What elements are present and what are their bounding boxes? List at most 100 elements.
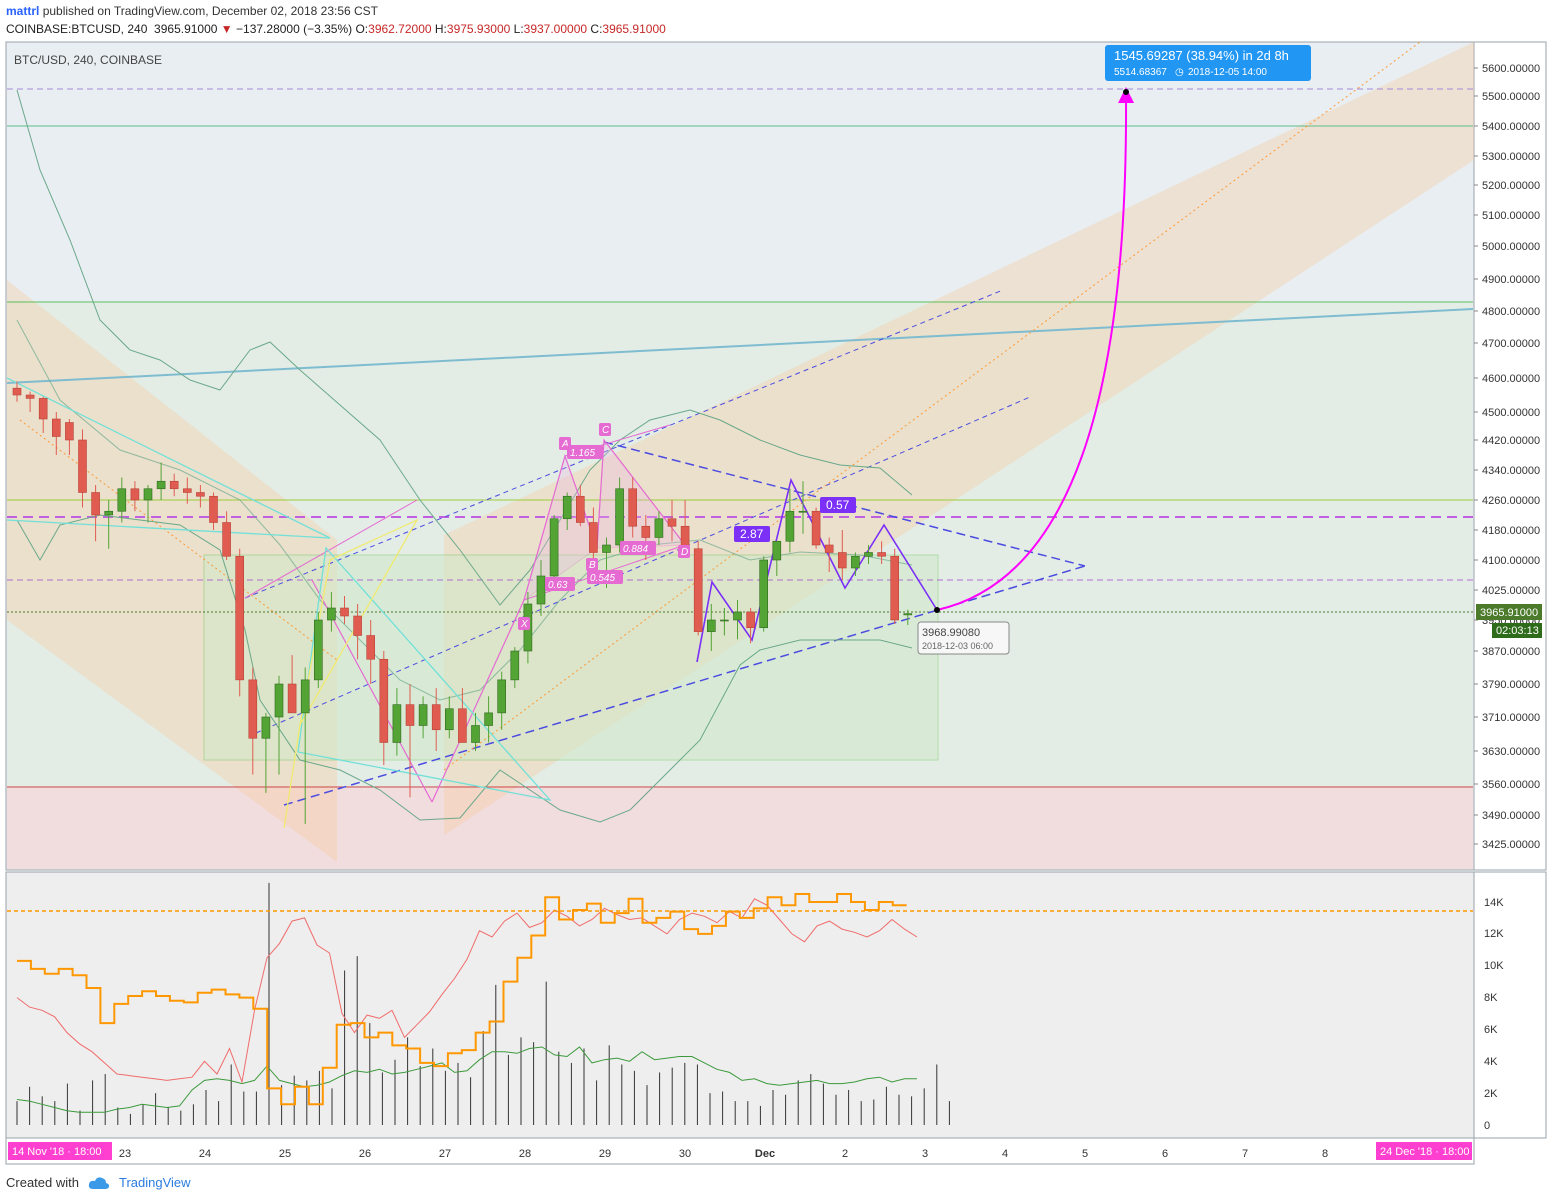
- candle-body[interactable]: [497, 679, 507, 714]
- candle-body[interactable]: [287, 683, 297, 714]
- tradingview-link[interactable]: TradingView: [118, 1175, 191, 1190]
- candle-body[interactable]: [589, 522, 598, 553]
- candle-body[interactable]: [104, 510, 113, 516]
- candle-body[interactable]: [366, 635, 376, 660]
- candle-body[interactable]: [471, 725, 480, 743]
- candle-body[interactable]: [313, 619, 323, 681]
- price-tick-label: 3490.00000: [1482, 810, 1540, 822]
- candle-body[interactable]: [837, 552, 847, 569]
- red-zone: [7, 788, 1473, 869]
- close-value: 3965.91000: [602, 22, 666, 36]
- cyan-pattern: [6, 377, 331, 539]
- candle-body[interactable]: [772, 540, 782, 561]
- candle-body[interactable]: [12, 387, 22, 396]
- candle-body[interactable]: [562, 495, 572, 520]
- candle-body[interactable]: [877, 552, 886, 557]
- range-end-badge: [1376, 1142, 1472, 1160]
- candle-body[interactable]: [65, 422, 74, 441]
- ratio-1: 1.165: [570, 448, 595, 459]
- candle-body[interactable]: [38, 398, 48, 420]
- candle-body[interactable]: [78, 439, 87, 493]
- candle-body[interactable]: [706, 619, 716, 632]
- cyan-pattern: [6, 519, 331, 539]
- candle-body[interactable]: [824, 544, 834, 553]
- author-link[interactable]: mattrl: [6, 4, 40, 18]
- candle-body[interactable]: [811, 510, 821, 546]
- candle-body[interactable]: [196, 492, 205, 497]
- projection-tooltip: [1105, 45, 1311, 81]
- candle-body[interactable]: [549, 518, 559, 577]
- candle-body[interactable]: [300, 679, 310, 714]
- candle-body[interactable]: [209, 495, 218, 523]
- candle-body[interactable]: [431, 704, 441, 731]
- candle-body[interactable]: [615, 488, 624, 546]
- candle-body[interactable]: [903, 613, 913, 616]
- candle-body[interactable]: [746, 611, 755, 629]
- candle-body[interactable]: [628, 488, 638, 527]
- triangle-upper: [603, 441, 1086, 567]
- candle-body[interactable]: [418, 704, 428, 726]
- candle-body[interactable]: [798, 510, 808, 513]
- candle-body[interactable]: [261, 716, 271, 739]
- candle-body[interactable]: [392, 704, 402, 743]
- candle-body[interactable]: [720, 619, 729, 622]
- candle-body[interactable]: [379, 658, 389, 743]
- candle-body[interactable]: [405, 704, 415, 726]
- candle-body[interactable]: [353, 615, 362, 636]
- range-start: 14 Nov '18 · 18:00: [12, 1146, 102, 1158]
- candle-body[interactable]: [785, 510, 795, 542]
- candle-body[interactable]: [733, 611, 742, 621]
- price-tick-label: 4025.00000: [1482, 585, 1540, 597]
- candle-body[interactable]: [575, 495, 585, 523]
- high-value: 3975.93000: [446, 22, 511, 36]
- candle-body[interactable]: [327, 607, 336, 621]
- price-tick-label: 3630.00000: [1482, 746, 1540, 758]
- candle-body[interactable]: [641, 525, 651, 538]
- candle-body[interactable]: [117, 488, 127, 512]
- candle-body[interactable]: [156, 480, 166, 490]
- time-tick-label: 29: [599, 1148, 611, 1160]
- candle-body[interactable]: [130, 488, 140, 501]
- candle-body[interactable]: [340, 607, 349, 617]
- candle-body[interactable]: [274, 683, 284, 718]
- candle-body[interactable]: [890, 555, 900, 621]
- candle-body[interactable]: [654, 518, 664, 538]
- candle-body[interactable]: [510, 650, 520, 681]
- candle-body[interactable]: [759, 559, 769, 629]
- projection-curve: [936, 87, 1135, 611]
- candle-body[interactable]: [222, 522, 231, 557]
- publish-info: published on TradingView.com, December 0…: [42, 4, 379, 18]
- candle-body[interactable]: [51, 418, 61, 437]
- candle-body[interactable]: [458, 708, 467, 743]
- candle-body[interactable]: [602, 544, 611, 553]
- price-tick-label: 3560.00000: [1482, 779, 1540, 791]
- candle-body[interactable]: [693, 548, 703, 632]
- candle-body[interactable]: [864, 552, 873, 557]
- candle-body[interactable]: [667, 518, 677, 527]
- candle-body[interactable]: [536, 575, 546, 605]
- volume-ticks: 14K 12K 10K 8K 6K 4K 2K 0: [1484, 897, 1504, 1132]
- candle-body[interactable]: [25, 394, 35, 399]
- volume-bars: [16, 882, 950, 1125]
- candle-body[interactable]: [183, 488, 192, 493]
- price-tick-label: 4900.00000: [1482, 274, 1540, 286]
- time-ticks: 23 24 25 26 27 28 29 30 Dec 2 3 4 5 6 7 8: [119, 1148, 1328, 1160]
- price-tick-label: 5500.00000: [1482, 91, 1540, 103]
- projection-label: 1545.69287 (38.94%) in 2d 8h: [1114, 48, 1289, 63]
- price-axis[interactable]: [1473, 41, 1547, 871]
- time-axis[interactable]: [5, 1137, 1475, 1165]
- candle-body[interactable]: [484, 712, 493, 726]
- price-tick-label: 4800.00000: [1482, 306, 1540, 318]
- price-tick-label: 5300.00000: [1482, 151, 1540, 163]
- candle-body[interactable]: [143, 488, 153, 501]
- candle-body[interactable]: [235, 555, 244, 681]
- candles-group[interactable]: [12, 381, 913, 824]
- candle-body[interactable]: [248, 679, 258, 739]
- time-tick-label: 24: [199, 1148, 211, 1160]
- candle-body[interactable]: [169, 480, 179, 490]
- volume-axis[interactable]: [1473, 871, 1547, 1139]
- candle-body[interactable]: [444, 708, 454, 731]
- candle-body[interactable]: [91, 492, 100, 516]
- candle-body[interactable]: [851, 555, 860, 569]
